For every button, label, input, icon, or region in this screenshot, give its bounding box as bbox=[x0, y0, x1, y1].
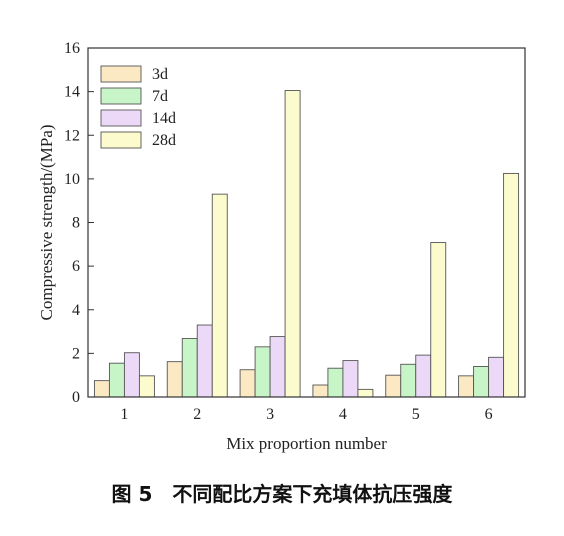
y-tick-label: 12 bbox=[64, 127, 80, 144]
bar-7d-4 bbox=[327, 367, 344, 398]
legend-label-3d: 3d bbox=[152, 66, 168, 83]
bar-28d-2 bbox=[211, 193, 228, 398]
bar-14d-4 bbox=[342, 360, 359, 398]
bar-3d-6 bbox=[458, 375, 475, 398]
bar-28d-6 bbox=[503, 172, 520, 398]
bar-7d-5 bbox=[400, 363, 417, 398]
bar-7d-1 bbox=[108, 362, 125, 398]
bar-3d-2 bbox=[166, 361, 183, 398]
x-tick-label: 6 bbox=[485, 406, 493, 423]
y-tick-label: 8 bbox=[72, 215, 80, 232]
x-tick-label: 1 bbox=[120, 406, 128, 423]
y-tick-label: 0 bbox=[72, 389, 80, 406]
x-axis-label: Mix proportion number bbox=[226, 434, 387, 453]
bar-7d-6 bbox=[473, 366, 490, 398]
legend-label-14d: 14d bbox=[152, 110, 176, 127]
bar-7d-3 bbox=[254, 346, 271, 398]
bar-14d-3 bbox=[269, 336, 286, 398]
figure-caption: 图 5 不同配比方案下充填体抗压强度 bbox=[111, 482, 453, 506]
legend-label-7d: 7d bbox=[152, 88, 168, 105]
bar-3d-3 bbox=[239, 369, 256, 398]
y-tick-label: 10 bbox=[64, 171, 80, 188]
x-tick-label: 5 bbox=[412, 406, 420, 423]
legend: 3d 7d 14d 28d bbox=[100, 65, 176, 149]
plot-frame bbox=[87, 47, 526, 398]
bar-14d-2 bbox=[196, 324, 213, 398]
bar-3d-4 bbox=[312, 384, 329, 398]
y-axis-ticks: 0 2 4 6 8 10 12 14 16 bbox=[64, 40, 94, 406]
bar-28d-5 bbox=[430, 242, 447, 398]
legend-swatch-3d bbox=[100, 65, 142, 83]
bar-7d-2 bbox=[181, 338, 198, 398]
y-tick-label: 14 bbox=[64, 84, 80, 101]
bar-28d-4 bbox=[357, 388, 374, 398]
bar-3d-5 bbox=[385, 374, 402, 398]
y-axis-label: Compressive strength/(MPa) bbox=[37, 125, 56, 321]
bar-28d-3 bbox=[284, 90, 301, 398]
legend-label-28d: 28d bbox=[152, 132, 176, 149]
bar-14d-6 bbox=[488, 356, 505, 398]
y-tick-label: 16 bbox=[64, 40, 80, 57]
legend-swatch-7d bbox=[100, 87, 142, 105]
bar-28d-1 bbox=[138, 375, 155, 398]
y-tick-label: 6 bbox=[72, 258, 80, 275]
y-tick-label: 2 bbox=[72, 345, 80, 362]
legend-swatch-14d bbox=[100, 109, 142, 127]
x-tick-label: 4 bbox=[339, 406, 347, 423]
legend-swatch-28d bbox=[100, 131, 142, 149]
bar-14d-1 bbox=[123, 352, 140, 398]
bar-14d-5 bbox=[415, 354, 432, 398]
x-tick-label: 2 bbox=[193, 406, 201, 423]
bar-3d-1 bbox=[93, 380, 110, 398]
x-tick-label: 3 bbox=[266, 406, 274, 423]
y-tick-label: 4 bbox=[72, 302, 80, 319]
